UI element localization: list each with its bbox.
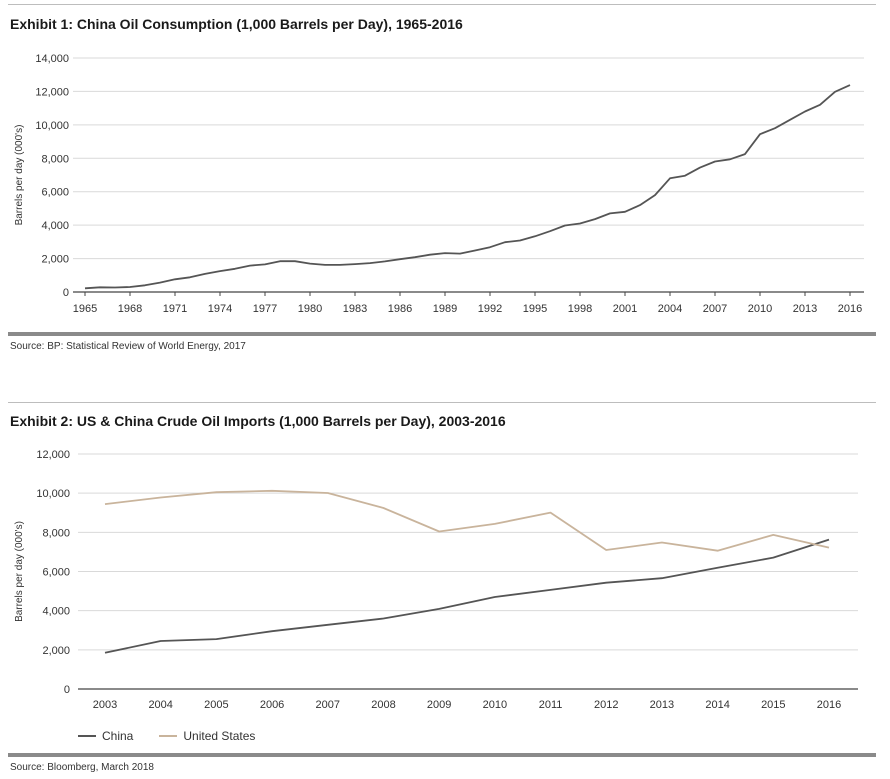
x-tick-label: 2004 bbox=[658, 303, 682, 315]
x-tick-label: 1992 bbox=[478, 303, 502, 315]
x-tick-label: 2015 bbox=[761, 699, 785, 711]
x-tick-label: 2007 bbox=[703, 303, 727, 315]
x-tick-label: 1998 bbox=[568, 303, 592, 315]
x-tick-label: 2005 bbox=[204, 699, 228, 711]
exhibit1-source: Source: BP: Statistical Review of World … bbox=[10, 341, 246, 352]
legend-swatch-united-states bbox=[159, 735, 178, 737]
x-tick-label: 1965 bbox=[73, 303, 97, 315]
x-tick-label: 1974 bbox=[208, 303, 232, 315]
exhibit1-title: Exhibit 1: China Oil Consumption (1,000 … bbox=[10, 16, 463, 32]
x-tick-label: 2011 bbox=[539, 699, 563, 711]
y-tick-label: 4,000 bbox=[42, 606, 70, 618]
x-tick-label: 2008 bbox=[371, 699, 395, 711]
legend-item-china: China bbox=[78, 729, 133, 743]
x-tick-label: 2010 bbox=[748, 303, 772, 315]
legend-label-united-states: United States bbox=[183, 729, 256, 743]
exhibit2-legend: China United States bbox=[78, 729, 281, 743]
exhibit1-chart: 0 2,000 4,000 6,000 8,000 10,000 12,000 14,000 1… bbox=[14, 53, 864, 315]
y-tick-label: 2,000 bbox=[42, 645, 70, 657]
exhibit2-bottom-rule bbox=[8, 753, 876, 757]
x-tick-label: 2016 bbox=[817, 699, 841, 711]
x-tick-label: 1995 bbox=[523, 303, 547, 315]
x-tick-label: 2007 bbox=[316, 699, 340, 711]
x-tick-label: 2013 bbox=[793, 303, 817, 315]
x-tick-label: 2012 bbox=[594, 699, 618, 711]
x-tick-label: 2016 bbox=[838, 303, 862, 315]
x-tick-label: 2013 bbox=[650, 699, 674, 711]
y-tick-label: 8,000 bbox=[41, 153, 69, 165]
y-tick-label: 2,000 bbox=[41, 254, 69, 266]
x-tick-label: 1971 bbox=[163, 303, 187, 315]
y-axis-label: Barrels per day (000's) bbox=[14, 125, 25, 226]
y-tick-label: 4,000 bbox=[41, 220, 69, 232]
exhibit2-chart: 0 2,000 4,000 6,000 8,000 10,000 12,000 2003 200… bbox=[14, 449, 858, 711]
y-tick-label: 0 bbox=[63, 287, 69, 299]
x-tick-label: 1968 bbox=[118, 303, 142, 315]
exhibit1-top-rule bbox=[8, 4, 876, 5]
exhibit2-top-rule bbox=[8, 402, 876, 403]
x-tick-label: 1977 bbox=[253, 303, 277, 315]
y-tick-label: 0 bbox=[64, 684, 70, 696]
y-tick-label: 6,000 bbox=[41, 187, 69, 199]
x-tick-label: 2003 bbox=[93, 699, 117, 711]
y-tick-label: 12,000 bbox=[35, 86, 69, 98]
y-tick-label: 12,000 bbox=[36, 449, 70, 461]
y-tick-label: 10,000 bbox=[35, 120, 69, 132]
x-tick-label: 2009 bbox=[427, 699, 451, 711]
y-tick-label: 6,000 bbox=[42, 567, 70, 579]
legend-label-china: China bbox=[102, 729, 134, 743]
exhibit2-source: Source: Bloomberg, March 2018 bbox=[10, 762, 154, 773]
series-line-china-consumption bbox=[84, 84, 851, 290]
exhibit2-title: Exhibit 2: US & China Crude Oil Imports … bbox=[10, 413, 506, 429]
y-tick-label: 10,000 bbox=[36, 488, 70, 500]
y-tick-label: 8,000 bbox=[42, 527, 70, 539]
y-axis-label: Barrels per day (000's) bbox=[14, 521, 25, 622]
y-tick-label: 14,000 bbox=[35, 53, 69, 65]
legend-item-united-states: United States bbox=[159, 729, 255, 743]
legend-swatch-china bbox=[78, 735, 96, 737]
x-tick-label: 1983 bbox=[343, 303, 367, 315]
x-tick-label: 2014 bbox=[705, 699, 729, 711]
series-line-china bbox=[104, 538, 830, 654]
series-line-united-states bbox=[104, 489, 830, 552]
x-tick-label: 1980 bbox=[298, 303, 322, 315]
x-tick-label: 1986 bbox=[388, 303, 412, 315]
x-tick-label: 2004 bbox=[148, 699, 172, 711]
x-tick-label: 2001 bbox=[613, 303, 637, 315]
x-tick-label: 1989 bbox=[433, 303, 457, 315]
x-tick-label: 2006 bbox=[260, 699, 284, 711]
exhibit1-bottom-rule bbox=[8, 332, 876, 336]
x-tick-label: 2010 bbox=[483, 699, 507, 711]
